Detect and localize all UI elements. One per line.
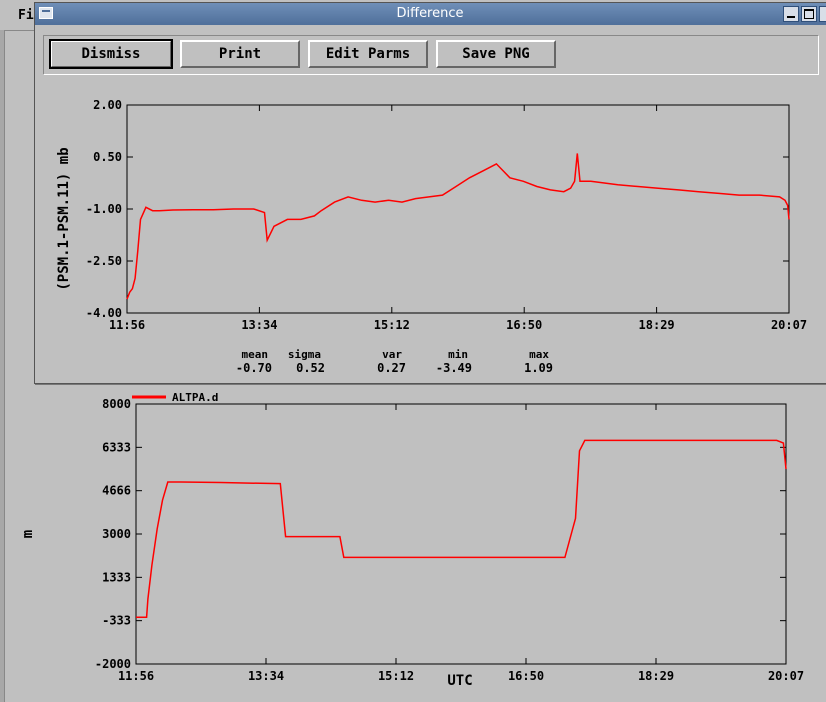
y-tick-label: -333 <box>102 614 131 628</box>
x-tick-label: 20:07 <box>768 669 804 683</box>
altitude-legend-label: ALTPA.d <box>172 391 218 404</box>
stat-value: -3.49 <box>436 361 472 375</box>
edit-parms-button[interactable]: Edit Parms <box>308 40 428 68</box>
stat-label: max <box>529 348 549 361</box>
altitude-series-line <box>136 439 787 618</box>
dismiss-button[interactable]: Dismiss <box>49 39 173 69</box>
stat-label: sigma <box>288 348 321 361</box>
x-tick-label: 13:34 <box>241 318 277 332</box>
close-icon[interactable] <box>819 6 826 22</box>
stat-value: -0.70 <box>236 361 272 375</box>
x-tick-label: 11:56 <box>109 318 145 332</box>
x-tick-label: 15:12 <box>374 318 410 332</box>
dialog-toolbar: Dismiss Print Edit Parms Save PNG <box>43 35 819 75</box>
y-tick-label: 0.50 <box>93 150 122 164</box>
x-tick-label: 20:07 <box>771 318 807 332</box>
background-window-edge <box>0 30 5 702</box>
y-tick-label: -4.00 <box>86 306 122 320</box>
y-tick-label: 8000 <box>102 397 131 411</box>
stat-label: var <box>382 348 402 361</box>
y-tick-label: -2.50 <box>86 254 122 268</box>
x-tick-label: 18:29 <box>638 669 674 683</box>
save-png-button[interactable]: Save PNG <box>436 40 556 68</box>
y-tick-label: -1.00 <box>86 202 122 216</box>
stat-label: mean <box>242 348 269 361</box>
difference-dialog: Difference Dismiss Print Edit Parms Save… <box>34 2 826 384</box>
difference-chart: mb (PSM.1-PSM.11) mb 2.000.50-1.00-2.50-… <box>56 98 807 375</box>
y-tick-label: 1333 <box>102 570 131 584</box>
y-tick-label: 3000 <box>102 527 131 541</box>
y-tick-label: 4666 <box>102 484 131 498</box>
stat-value: 0.52 <box>296 361 325 375</box>
altitude-ylabel: m <box>20 530 36 538</box>
y-tick-label: 6333 <box>102 440 131 454</box>
stat-value: 1.09 <box>524 361 553 375</box>
x-tick-label: 16:50 <box>506 318 542 332</box>
print-button[interactable]: Print <box>180 40 300 68</box>
window-menu-icon[interactable] <box>39 7 53 19</box>
x-tick-label: 15:12 <box>378 669 414 683</box>
x-tick-label: 16:50 <box>508 669 544 683</box>
stat-label: min <box>448 348 468 361</box>
dialog-titlebar[interactable]: Difference <box>35 3 826 25</box>
y-tick-label: -2000 <box>95 657 131 671</box>
altitude-plot-area <box>135 403 787 665</box>
altitude-xlabel: UTC <box>447 673 472 689</box>
difference-ylabel: (PSM.1-PSM.11) mb <box>56 147 72 290</box>
x-tick-label: 18:29 <box>639 318 675 332</box>
x-tick-label: 11:56 <box>118 669 154 683</box>
background-file-menu[interactable]: Fi <box>18 8 34 23</box>
maximize-icon[interactable] <box>801 6 817 22</box>
y-tick-label: 2.00 <box>93 98 122 112</box>
difference-series-line <box>126 153 790 300</box>
stat-value: 0.27 <box>377 361 406 375</box>
x-tick-label: 13:34 <box>248 669 284 683</box>
minimize-icon[interactable] <box>783 6 799 22</box>
dialog-title: Difference <box>396 6 464 21</box>
